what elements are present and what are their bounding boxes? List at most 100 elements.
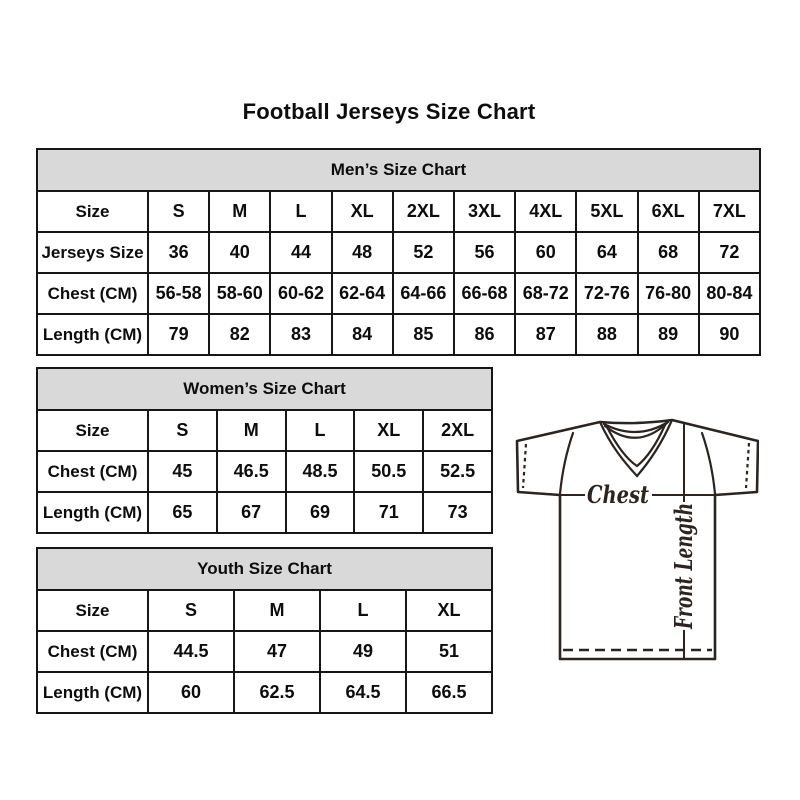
men-table-row: Jerseys Size 36 40 44 48 52 56 60 64 68 72 xyxy=(36,231,762,274)
men-size-cell: 6XL xyxy=(636,190,700,233)
women-table-row: Length (CM) 65 67 69 71 73 xyxy=(36,491,493,534)
women-size-cell: 71 xyxy=(353,491,425,534)
youth-size-cell: XL xyxy=(405,589,493,632)
men-size-cell: 7XL xyxy=(697,190,762,233)
men-size-cell: S xyxy=(146,190,211,233)
women-row-label: Size xyxy=(36,409,149,452)
men-table-title: Men’s Size Chart xyxy=(36,148,761,192)
women-table-row: Chest (CM) 45 46.5 48.5 50.5 52.5 xyxy=(36,450,493,493)
men-row-label: Length (CM) xyxy=(36,313,149,356)
women-size-cell: 48.5 xyxy=(284,450,356,493)
men-size-cell: 68 xyxy=(636,231,700,274)
right-cuff-dashed-line xyxy=(744,442,751,489)
men-size-cell: 86 xyxy=(452,313,517,356)
page-title: Football Jerseys Size Chart xyxy=(242,99,536,124)
men-size-cell: 3XL xyxy=(452,190,517,233)
youth-table-row: Chest (CM) 44.5 47 49 51 xyxy=(36,630,493,673)
youth-size-cell: 47 xyxy=(233,630,321,673)
women-row-label: Chest (CM) xyxy=(36,450,149,493)
youth-size-table: Youth Size Chart Size S M L XL Chest (CM) 44.5 4… xyxy=(36,547,493,714)
vneck-inner-line xyxy=(605,423,667,468)
mens-size-table: Men’s Size Chart Size S M L XL 2XL 3XL 4XL 5XL 6XL… xyxy=(36,148,762,356)
women-size-cell: 67 xyxy=(215,491,287,534)
men-size-cell: 60-62 xyxy=(269,272,333,315)
youth-size-cell: 60 xyxy=(147,671,235,714)
youth-table-row: Length (CM) 60 62.5 64.5 66.5 xyxy=(36,671,493,714)
men-row-label: Jerseys Size xyxy=(36,231,149,274)
men-size-cell: 85 xyxy=(391,313,455,356)
women-size-cell: 46.5 xyxy=(215,450,287,493)
men-size-cell: 52 xyxy=(391,231,455,274)
men-size-cell: 72 xyxy=(697,231,762,274)
youth-size-cell: 62.5 xyxy=(233,671,321,714)
men-table-row: Chest (CM) 56-58 58-60 60-62 62-64 64-66 66-68… xyxy=(36,272,762,315)
women-size-cell: 52.5 xyxy=(422,450,493,493)
women-size-cell: 50.5 xyxy=(353,450,425,493)
jersey-diagram: Chest Front Length xyxy=(515,418,759,661)
women-size-cell: 45 xyxy=(147,450,218,493)
women-size-cell: 69 xyxy=(284,491,356,534)
men-size-cell: 66-68 xyxy=(452,272,517,315)
women-row-label: Length (CM) xyxy=(36,491,149,534)
women-size-cell: XL xyxy=(353,409,425,452)
women-size-cell: L xyxy=(284,409,356,452)
men-size-cell: L xyxy=(269,190,333,233)
men-size-cell: 2XL xyxy=(391,190,455,233)
women-size-cell: 73 xyxy=(422,491,493,534)
men-size-cell: 64 xyxy=(575,231,639,274)
chest-label: Chest xyxy=(587,480,649,509)
men-size-cell: 44 xyxy=(269,231,333,274)
youth-row-label: Length (CM) xyxy=(36,671,149,714)
men-size-cell: 82 xyxy=(208,313,272,356)
men-size-cell: 68-72 xyxy=(514,272,578,315)
womens-size-table: Women’s Size Chart Size S M L XL 2XL Chest (CM)… xyxy=(36,367,493,534)
men-size-cell: 88 xyxy=(575,313,639,356)
women-size-cell: M xyxy=(215,409,287,452)
men-size-cell: 48 xyxy=(330,231,394,274)
youth-size-cell: 66.5 xyxy=(405,671,493,714)
men-size-cell: M xyxy=(208,190,272,233)
men-size-cell: XL xyxy=(330,190,394,233)
men-size-cell: 5XL xyxy=(575,190,639,233)
left-armhole-seam xyxy=(558,431,575,496)
men-size-cell: 40 xyxy=(208,231,272,274)
right-armhole-seam xyxy=(700,431,717,496)
women-size-cell: S xyxy=(147,409,218,452)
men-table-row: Length (CM) 79 82 83 84 85 86 87 88 89 90 xyxy=(36,313,762,356)
youth-size-cell: 49 xyxy=(319,630,407,673)
men-size-cell: 89 xyxy=(636,313,700,356)
collar-arc-inner xyxy=(603,421,669,439)
men-size-cell: 72-76 xyxy=(575,272,639,315)
men-row-label: Size xyxy=(36,190,149,233)
youth-row-label: Chest (CM) xyxy=(36,630,149,673)
men-size-cell: 4XL xyxy=(514,190,578,233)
youth-size-cell: 51 xyxy=(405,630,493,673)
youth-row-label: Size xyxy=(36,589,149,632)
men-size-cell: 83 xyxy=(269,313,333,356)
women-table-title: Women’s Size Chart xyxy=(36,367,493,411)
youth-size-cell: M xyxy=(233,589,321,632)
left-cuff-dashed-line xyxy=(521,443,528,489)
youth-size-cell: L xyxy=(319,589,407,632)
men-size-cell: 76-80 xyxy=(636,272,700,315)
youth-table-row: Size S M L XL xyxy=(36,589,493,632)
men-size-cell: 58-60 xyxy=(208,272,272,315)
men-row-label: Chest (CM) xyxy=(36,272,149,315)
men-size-cell: 56-58 xyxy=(146,272,211,315)
men-size-cell: 90 xyxy=(697,313,762,356)
youth-size-cell: 44.5 xyxy=(147,630,235,673)
youth-table-title: Youth Size Chart xyxy=(36,547,493,591)
jersey-outline-shape xyxy=(515,418,759,661)
men-size-cell: 36 xyxy=(146,231,211,274)
men-table-row: Size S M L XL 2XL 3XL 4XL 5XL 6XL 7XL xyxy=(36,190,762,233)
men-size-cell: 80-84 xyxy=(697,272,762,315)
youth-size-cell: S xyxy=(147,589,235,632)
men-size-cell: 84 xyxy=(330,313,394,356)
men-size-cell: 56 xyxy=(452,231,517,274)
men-size-cell: 87 xyxy=(514,313,578,356)
women-size-cell: 2XL xyxy=(422,409,493,452)
men-size-cell: 79 xyxy=(146,313,211,356)
front-length-label: Front Length xyxy=(669,503,698,630)
collar-arc-outer xyxy=(602,420,670,434)
